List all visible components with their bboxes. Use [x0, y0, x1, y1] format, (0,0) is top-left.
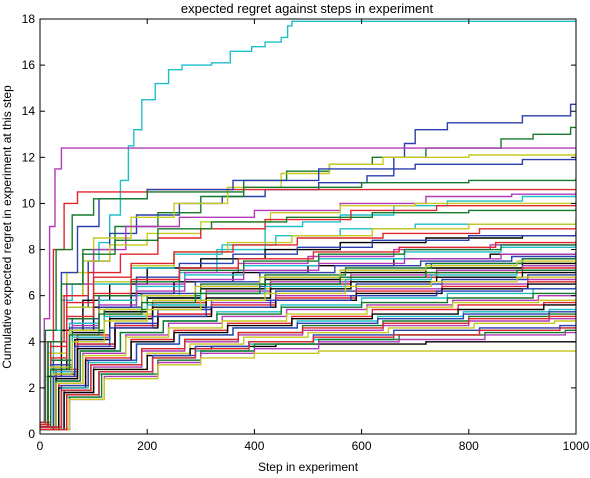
y-tick-label-4: 8: [28, 243, 35, 257]
y-tick-label-8: 16: [22, 58, 36, 72]
series-line-48: [40, 302, 576, 431]
series-line-54: [40, 314, 576, 428]
series-line-55: [40, 341, 576, 431]
plot-frame: [39, 18, 577, 435]
y-axis-label: Cumulative expected regret in experiment…: [0, 85, 14, 369]
series-line-37: [40, 268, 576, 428]
series-line-18: [40, 221, 576, 428]
series-line-50: [40, 309, 576, 428]
series-line-51: [40, 311, 576, 431]
y-tick-label-7: 14: [22, 104, 36, 118]
series-line-9: [40, 178, 576, 424]
y-tick-label-1: 2: [28, 381, 35, 395]
y-tick-label-0: 0: [28, 427, 35, 441]
series-layer: [40, 20, 576, 431]
series-line-4: [40, 147, 576, 424]
x-tick-label-5: 1000: [563, 439, 590, 453]
series-line-39: [40, 274, 576, 428]
x-tick-label-4: 800: [459, 439, 479, 453]
y-tick-label-2: 4: [28, 335, 35, 349]
y-tick-label-9: 18: [22, 12, 36, 26]
y-tick-label-5: 10: [22, 196, 36, 210]
series-line-43: [40, 286, 576, 428]
x-tick-label-2: 400: [244, 439, 264, 453]
series-line-46: [40, 298, 576, 431]
chart-title: expected regret against steps in experim…: [181, 1, 434, 16]
y-axis: 0 2 4 6 8 10 12 14 16 18: [22, 12, 576, 441]
x-axis-label: Step in experiment: [258, 460, 359, 474]
series-line-41: [40, 281, 576, 428]
x-tick-label-1: 200: [137, 439, 157, 453]
series-line-61: [40, 327, 576, 431]
y-tick-label-3: 6: [28, 289, 35, 303]
series-line-44: [40, 291, 576, 431]
x-tick-label-3: 600: [352, 439, 372, 453]
x-axis: 0 200 400 600 800 1000: [37, 19, 590, 453]
series-line-16: [40, 208, 576, 426]
series-line-26: [40, 240, 576, 428]
series-line-58: [40, 329, 576, 431]
series-line-14: [40, 219, 576, 426]
series-line-60: [40, 350, 576, 431]
series-line-1: [40, 20, 576, 424]
y-tick-label-6: 12: [22, 150, 36, 164]
series-line-3: [40, 126, 576, 426]
x-tick-label-0: 0: [37, 439, 44, 453]
